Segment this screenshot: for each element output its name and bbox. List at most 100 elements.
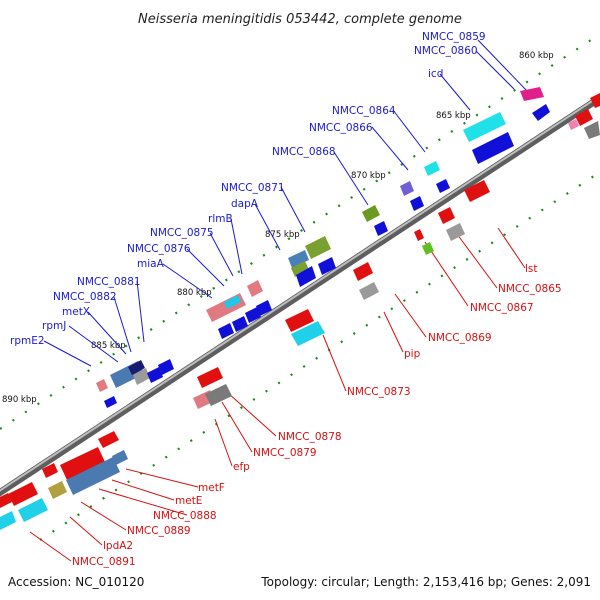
forward-gene-features xyxy=(96,87,550,408)
forward-gene-labels: NMCC_0859 NMCC_0860 icd NMCC_0864 NMCC_0… xyxy=(10,31,486,347)
tick-row-top xyxy=(0,33,600,430)
gene-feature xyxy=(218,323,234,339)
accession-label: Accession: NC_010120 xyxy=(8,575,144,589)
gene-feature xyxy=(464,180,490,202)
gene-label-nmcc-0888: NMCC_0888 xyxy=(153,510,217,522)
gene-label-nmcc-0869: NMCC_0869 xyxy=(428,332,492,344)
gene-feature xyxy=(18,498,48,522)
gene-feature xyxy=(245,307,261,323)
reverse-gene-labels: lst NMCC_0865 NMCC_0867 NMCC_0869 pip NM… xyxy=(72,263,562,568)
gene-feature xyxy=(0,511,16,530)
gene-label-nmcc-0891: NMCC_0891 xyxy=(72,556,136,568)
map-title: Neisseria meningitidis 053442, complete … xyxy=(138,12,462,27)
genome-backbone xyxy=(0,93,600,497)
gene-feature xyxy=(247,280,263,297)
gene-label-dapA: dapA xyxy=(231,198,259,210)
gene-feature xyxy=(575,109,593,126)
gene-label-nmcc-0873: NMCC_0873 xyxy=(347,386,411,398)
gene-feature xyxy=(424,161,440,176)
gene-feature xyxy=(568,119,579,130)
kbp-label: 875 kbp xyxy=(265,230,300,240)
gene-feature xyxy=(66,457,120,495)
gene-feature xyxy=(256,300,272,316)
gene-label-rpmJ: rpmJ xyxy=(42,320,66,332)
gene-label-nmcc-0864: NMCC_0864 xyxy=(332,105,396,117)
gene-label-nmcc-0875: NMCC_0875 xyxy=(150,227,214,239)
gene-label-nmcc-0866: NMCC_0866 xyxy=(309,122,373,134)
gene-feature xyxy=(438,207,455,224)
gene-feature xyxy=(359,282,379,300)
gene-feature xyxy=(98,431,119,448)
gene-feature xyxy=(410,196,424,211)
gene-feature xyxy=(520,87,544,101)
gene-label-nmcc-0868: NMCC_0868 xyxy=(272,146,336,158)
gene-feature xyxy=(472,132,514,164)
gene-feature xyxy=(422,242,434,255)
gene-feature xyxy=(436,179,450,193)
reverse-gene-features xyxy=(0,93,600,530)
gene-feature xyxy=(205,384,232,406)
kbp-label: 890 kbp xyxy=(2,395,37,405)
gene-label-nmcc-0879: NMCC_0879 xyxy=(253,447,317,459)
gene-label-rpmE2: rpmE2 xyxy=(10,335,45,347)
gene-label-nmcc-0878: NMCC_0878 xyxy=(278,431,342,443)
genome-summary-label: Topology: circular; Length: 2,153,416 bp… xyxy=(260,575,591,589)
gene-label-icd: icd xyxy=(428,68,443,80)
gene-feature xyxy=(305,236,331,259)
gene-feature xyxy=(288,250,309,268)
gene-feature xyxy=(133,368,150,385)
gene-feature xyxy=(206,293,246,322)
gene-feature xyxy=(291,261,309,277)
gene-feature xyxy=(224,295,241,309)
gene-feature xyxy=(584,121,600,139)
gene-label-rlmB: rlmB xyxy=(208,213,233,225)
gene-feature xyxy=(147,367,163,383)
gene-feature xyxy=(8,482,38,506)
gene-feature xyxy=(353,262,373,281)
gene-label-nmcc-0881: NMCC_0881 xyxy=(77,276,141,288)
gene-label-metE: metE xyxy=(175,495,202,507)
gene-feature xyxy=(400,181,414,196)
tick-row-bottom xyxy=(39,171,600,541)
gene-label-nmcc-0871: NMCC_0871 xyxy=(221,182,285,194)
kbp-label: 865 kbp xyxy=(436,111,471,121)
reverse-leader-lines xyxy=(29,227,526,562)
gene-label-miaA: miaA xyxy=(137,258,165,270)
gene-feature xyxy=(158,359,174,375)
kbp-label: 870 kbp xyxy=(351,171,386,181)
gene-feature xyxy=(446,223,465,241)
gene-feature xyxy=(104,396,117,408)
gene-feature xyxy=(374,221,388,236)
gene-label-efp: efp xyxy=(233,461,250,473)
gene-feature xyxy=(48,481,67,499)
gene-label-nmcc-0865: NMCC_0865 xyxy=(498,283,562,295)
gene-feature xyxy=(197,367,223,388)
kbp-label: 880 kbp xyxy=(177,288,212,298)
gene-feature xyxy=(296,266,316,287)
gene-label-nmcc-0867: NMCC_0867 xyxy=(470,302,534,314)
forward-leader-lines xyxy=(43,39,529,367)
gene-label-nmcc-0882: NMCC_0882 xyxy=(53,291,117,303)
gene-label-metX: metX xyxy=(62,306,90,318)
gene-label-pip: pip xyxy=(404,348,421,360)
gene-feature xyxy=(232,316,248,332)
kbp-scale: 860 kbp 865 kbp 870 kbp 875 kbp 880 kbp … xyxy=(2,51,554,405)
gene-feature xyxy=(362,205,380,222)
gene-feature xyxy=(0,493,12,508)
gene-label-nmcc-0876: NMCC_0876 xyxy=(127,243,191,255)
gene-label-nmcc-0860: NMCC_0860 xyxy=(414,45,478,57)
gene-label-nmcc-0889: NMCC_0889 xyxy=(127,525,191,537)
kbp-label: 860 kbp xyxy=(519,51,554,61)
gene-feature xyxy=(42,463,58,478)
gene-label-lpdA2: lpdA2 xyxy=(103,540,133,552)
gene-feature xyxy=(128,360,145,375)
gene-feature xyxy=(112,450,128,465)
gene-label-nmcc-0859: NMCC_0859 xyxy=(422,31,486,43)
gene-feature xyxy=(590,93,600,108)
gene-feature xyxy=(291,321,325,346)
gene-feature xyxy=(60,447,105,480)
gene-feature xyxy=(532,104,550,121)
kbp-label: 885 kbp xyxy=(91,341,126,351)
